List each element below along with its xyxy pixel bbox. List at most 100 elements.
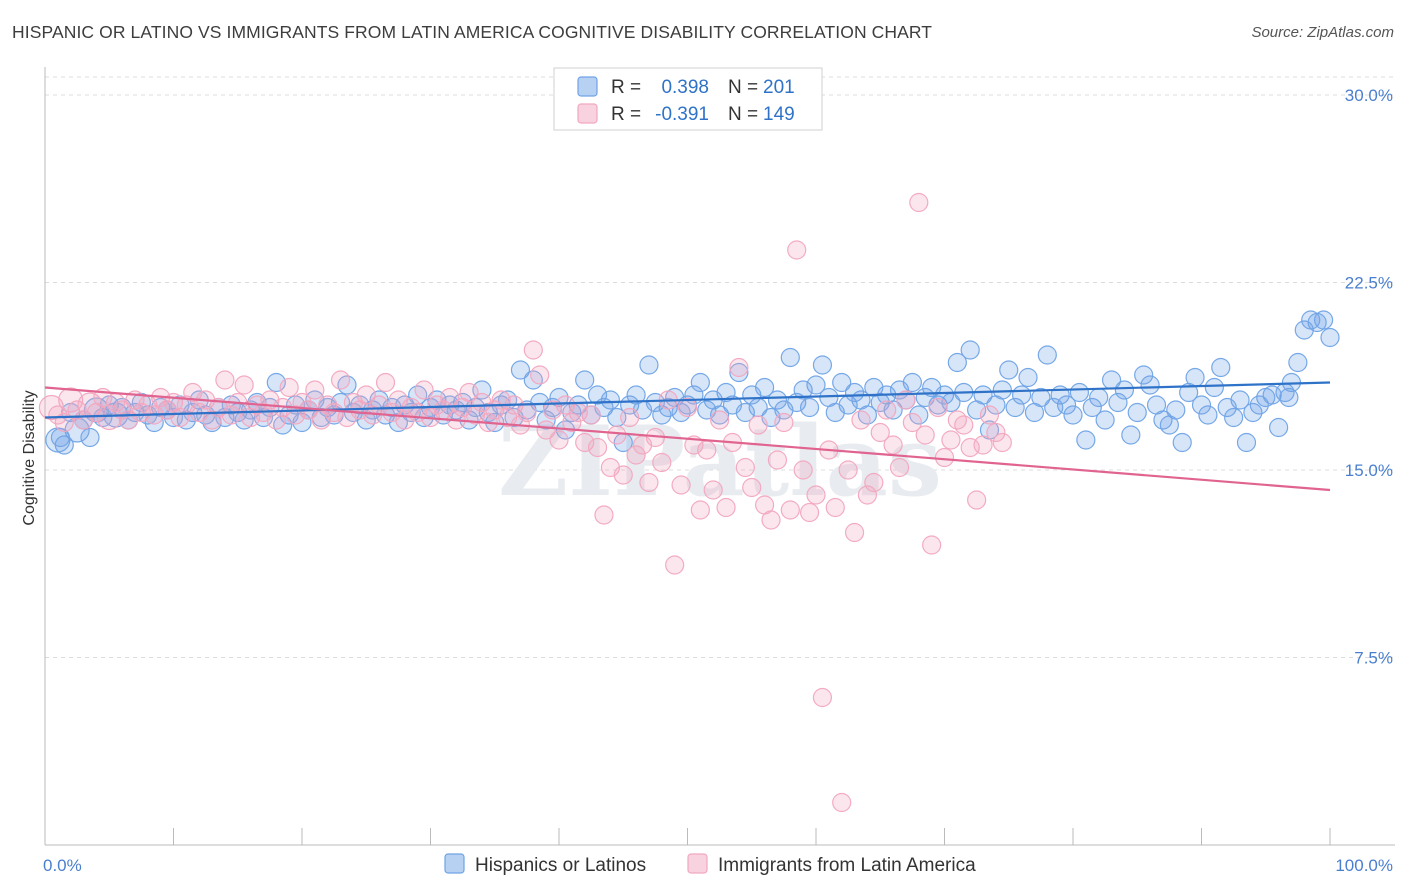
data-point (864, 472, 884, 493)
data-point (517, 402, 537, 423)
stats-r-value: -0.391 (655, 104, 709, 125)
data-point (793, 380, 813, 400)
stats-n-label: N = (728, 104, 758, 125)
data-point (909, 405, 929, 425)
data-point (530, 365, 550, 385)
data-point (1037, 345, 1057, 365)
data-point (658, 397, 678, 418)
data-point (934, 447, 955, 468)
legend-label: Immigrants from Latin America (718, 855, 976, 876)
data-point (1224, 407, 1244, 428)
data-point (793, 460, 813, 480)
data-point (941, 430, 961, 450)
axes: 7.5% 15.0% 22.5% 30.0% 0.0% 100.0% Cognitive D… (21, 67, 1395, 875)
data-point (947, 352, 967, 373)
data-point (928, 397, 948, 418)
data-point (292, 412, 312, 433)
data-point (1288, 352, 1308, 373)
data-point (581, 405, 601, 425)
data-point (883, 400, 903, 420)
data-point (703, 480, 723, 500)
data-point (986, 422, 1006, 443)
data-point (922, 535, 942, 555)
data-point (1198, 405, 1218, 425)
data-point (639, 472, 659, 493)
data-point (1018, 367, 1038, 388)
data-point (780, 347, 800, 368)
data-point (973, 385, 993, 405)
y-axis-label: Cognitive Disability (21, 390, 38, 525)
data-point (639, 355, 659, 375)
stats-swatch (577, 76, 598, 97)
data-point (812, 687, 833, 708)
data-point (356, 410, 376, 430)
data-point (735, 402, 755, 423)
data-point (587, 437, 608, 458)
data-point (600, 390, 621, 410)
data-point (716, 497, 736, 518)
data-point (934, 385, 955, 405)
data-point (549, 387, 569, 408)
data-point (671, 402, 691, 423)
data-point (735, 457, 755, 478)
x-tick-label-min: 0.0% (43, 856, 82, 875)
data-point (221, 405, 241, 425)
data-point (671, 475, 691, 495)
data-point (67, 400, 87, 420)
data-point (1268, 417, 1289, 438)
data-point (1279, 387, 1299, 408)
data-point (979, 405, 1000, 425)
legend-swatch (444, 853, 465, 874)
series-immigrants (38, 192, 1012, 813)
data-point (1204, 377, 1224, 398)
data-point (337, 375, 357, 395)
data-point (1140, 375, 1160, 395)
data-point (202, 410, 222, 430)
data-point (883, 435, 903, 455)
data-point (523, 370, 543, 390)
data-point (999, 360, 1019, 380)
data-point (742, 477, 762, 498)
data-point (889, 457, 910, 478)
data-point (799, 502, 820, 523)
data-point (80, 427, 100, 448)
data-point (902, 412, 922, 433)
chart-source: Source: ZipAtlas.com (1251, 24, 1394, 41)
data-point (1108, 392, 1128, 413)
legend-label: Hispanics or Latinos (475, 855, 646, 876)
data-point (1236, 432, 1257, 453)
data-point (652, 452, 672, 473)
data-point (1243, 402, 1263, 423)
data-point (902, 372, 922, 393)
data-point (1320, 327, 1340, 348)
y-tick-label: 22.5% (1345, 274, 1393, 293)
trend-lines (44, 381, 1331, 492)
data-point (215, 370, 235, 390)
data-point (767, 450, 788, 470)
data-point (844, 382, 865, 403)
data-point (697, 400, 717, 420)
data-point (620, 407, 640, 428)
y-tick-label: 30.0% (1345, 86, 1393, 105)
data-point (947, 410, 967, 430)
data-point (1134, 365, 1154, 385)
data-point (716, 382, 736, 403)
data-point (729, 362, 749, 383)
data-point (780, 500, 800, 520)
data-point (838, 460, 858, 480)
data-point (48, 405, 68, 425)
data-point (806, 485, 826, 505)
data-point (375, 372, 396, 393)
data-point (266, 372, 286, 393)
stats-r-value: 0.398 (661, 77, 709, 98)
data-point (1230, 390, 1250, 410)
data-point (414, 380, 434, 400)
y-tick-label: 7.5% (1354, 649, 1393, 668)
data-point (1114, 380, 1135, 400)
data-point (690, 500, 710, 520)
data-point (58, 387, 84, 413)
stats-legend: R = 0.398 N = 201 R = -0.391 N = 149 (553, 67, 823, 131)
data-point (305, 380, 325, 400)
data-point (665, 555, 685, 575)
